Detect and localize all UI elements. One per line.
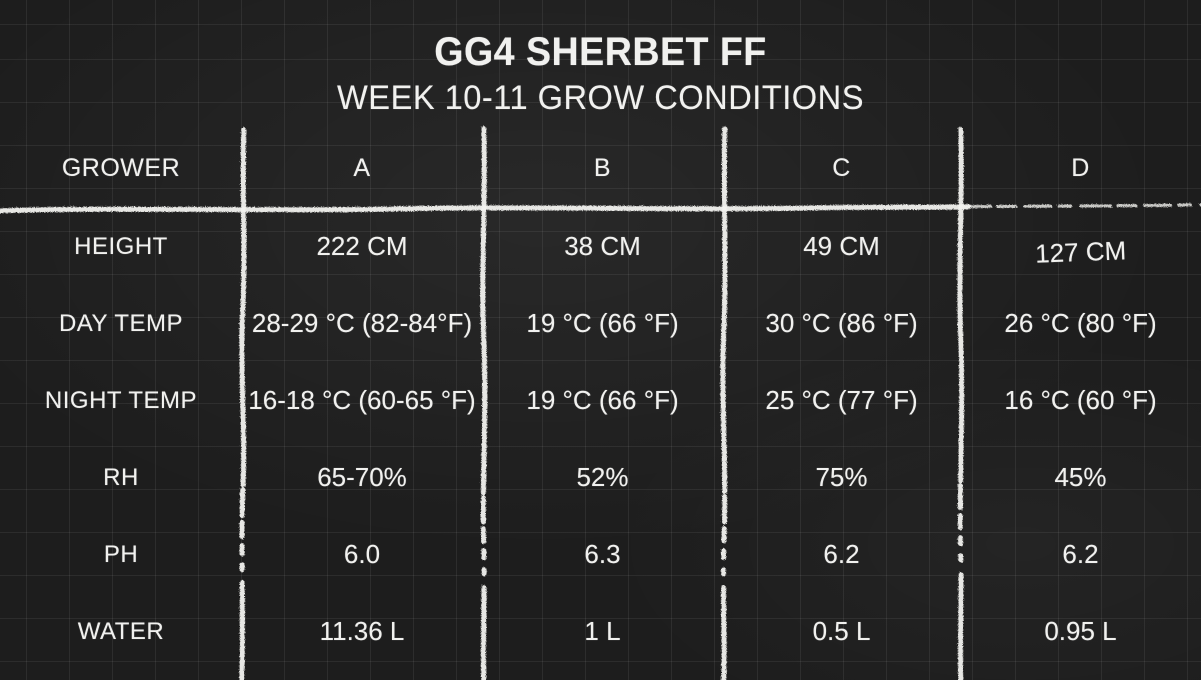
value-ph-d: 6.2	[1062, 539, 1099, 569]
row-label-water: WATER	[77, 617, 165, 645]
column-header-grower: GROWER	[61, 153, 181, 182]
row-label-night-temp: NIGHT TEMP	[44, 386, 198, 414]
value-rh-d: 45%	[1054, 462, 1107, 492]
value-ph-a: 6.0	[343, 539, 381, 569]
value-height-d: 127 CM	[1034, 235, 1127, 269]
row-label-rh: RH	[103, 463, 139, 491]
row-label-height: HEIGHT	[74, 232, 168, 260]
value-night-temp-a: 16-18 °C (60-65 °F)	[248, 385, 476, 415]
title-block: GG4 SHERBET FF WEEK 10-11 GROW CONDITION…	[0, 30, 1201, 118]
value-day-temp-c: 30 °C (86 °F)	[765, 308, 918, 338]
grow-conditions-table: GROWER A B C D HEIGHT 222 CM 38 CM 49 CM…	[0, 128, 1201, 670]
page-subtitle: WEEK 10-11 GROW CONDITIONS	[337, 79, 864, 117]
value-day-temp-d: 26 °C (80 °F)	[1004, 308, 1157, 338]
value-night-temp-b: 19 °C (66 °F)	[526, 385, 679, 415]
value-night-temp-c: 25 °C (77 °F)	[765, 385, 918, 415]
column-header-b: B	[593, 153, 612, 182]
column-header-c: C	[832, 153, 851, 182]
value-water-d: 0.95 L	[1044, 616, 1117, 646]
value-night-temp-d: 16 °C (60 °F)	[1004, 385, 1157, 415]
value-ph-b: 6.3	[584, 539, 621, 569]
page-title: GG4 SHERBET FF	[434, 30, 767, 74]
column-header-d: D	[1071, 153, 1090, 182]
value-rh-c: 75%	[815, 462, 868, 492]
value-height-b: 38 CM	[564, 231, 641, 261]
value-water-b: 1 L	[584, 616, 621, 646]
value-rh-b: 52%	[576, 462, 629, 492]
row-label-ph: PH	[103, 540, 139, 568]
value-height-c: 49 CM	[803, 231, 880, 261]
row-label-day-temp: DAY TEMP	[58, 309, 184, 337]
value-day-temp-b: 19 °C (66 °F)	[526, 308, 679, 338]
value-rh-a: 65-70%	[317, 462, 407, 492]
value-water-a: 11.36 L	[319, 616, 405, 646]
value-water-c: 0.5 L	[812, 616, 871, 646]
value-ph-c: 6.2	[823, 539, 860, 569]
value-height-a: 222 CM	[316, 231, 408, 261]
value-day-temp-a: 28-29 °C (82-84°F)	[251, 308, 473, 338]
column-header-a: A	[353, 153, 371, 182]
